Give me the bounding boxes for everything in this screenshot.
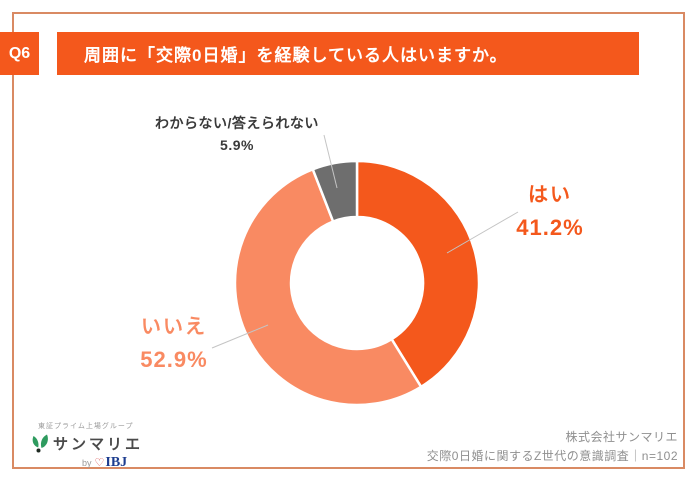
logo-brand-text: サンマリエ <box>53 436 144 453</box>
callout-dontknow-label: わからない/答えられない <box>155 115 319 131</box>
callout-yes-label: はい <box>528 184 572 206</box>
callout-yes: はい 41.2% <box>500 184 600 240</box>
survey-credit: 株式会社サンマリエ 交際0日婚に関するZ世代の意識調査｜n=102 <box>427 428 678 466</box>
callout-no-value: 52.9% <box>140 347 208 372</box>
question-title: 周囲に「交際0日婚」を経験している人はいますか。 <box>84 46 508 65</box>
logo-group-text: 東証プライム上場グループ <box>38 423 134 430</box>
logo-by-ibj: by ♡ IBJ <box>82 455 160 471</box>
callout-yes-value: 41.2% <box>516 215 584 240</box>
question-number-label: Q6 <box>8 44 31 62</box>
sunmarie-logo: 東証プライム上場グループ サンマリエ by ♡ IBJ <box>30 421 160 471</box>
callout-no-label: いいえ <box>141 316 207 338</box>
page-border <box>12 12 685 469</box>
leaf-icon <box>32 434 48 452</box>
callout-dontknow: わからない/答えられない 5.9% <box>146 115 328 154</box>
callout-no: いいえ 52.9% <box>124 316 224 372</box>
credit-company: 株式会社サンマリエ <box>565 430 678 444</box>
callout-dontknow-value: 5.9% <box>220 137 254 154</box>
credit-survey-name: 交際0日婚に関するZ世代の意識調査｜n=102 <box>426 449 678 464</box>
question-title-bar: 周囲に「交際0日婚」を経験している人はいますか。 <box>57 32 639 75</box>
logo-by-text: by <box>82 458 92 468</box>
ibj-heart-icon: ♡ <box>94 456 105 469</box>
question-number-badge: Q6 <box>0 32 39 75</box>
logo-ibj-text: IBJ <box>105 455 128 470</box>
